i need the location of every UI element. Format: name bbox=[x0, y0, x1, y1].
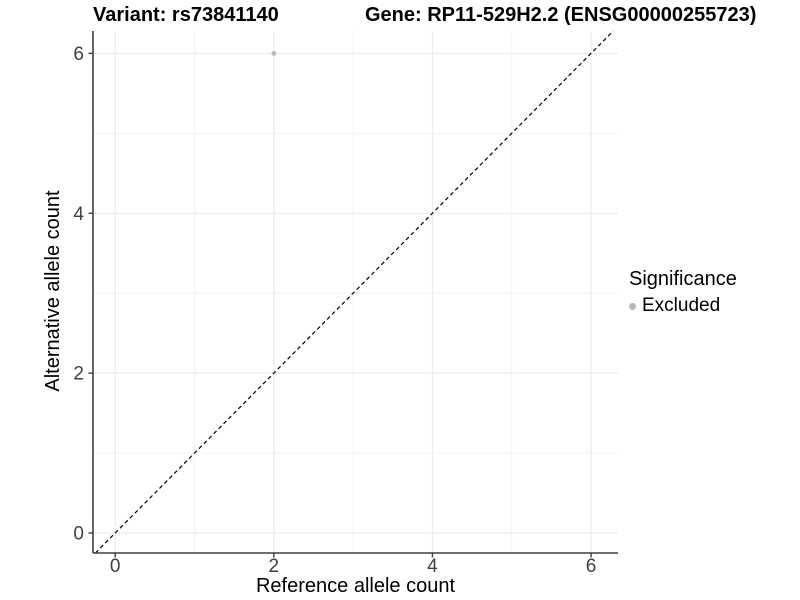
legend: Significance Excluded bbox=[629, 268, 737, 317]
x-tick-label: 4 bbox=[427, 556, 438, 577]
legend-entry-excluded: Excluded bbox=[629, 295, 737, 317]
variant-title: Variant: rs73841140 bbox=[93, 4, 279, 26]
gene-title: Gene: RP11-529H2.2 (ENSG00000255723) bbox=[365, 4, 757, 26]
y-axis-title: Alternative allele count bbox=[42, 190, 64, 392]
x-axis-title: Reference allele count bbox=[255, 575, 455, 597]
y-tick-label: 0 bbox=[73, 524, 84, 545]
y-tick-label: 6 bbox=[73, 44, 84, 65]
x-tick-label: 6 bbox=[586, 556, 597, 577]
x-tick-label: 2 bbox=[269, 556, 280, 577]
x-tick-label: 0 bbox=[110, 556, 121, 577]
y-tick-label: 2 bbox=[73, 364, 84, 385]
excluded-marker-icon bbox=[629, 302, 636, 310]
y-tick-label: 4 bbox=[73, 204, 84, 225]
legend-entry-label: Excluded bbox=[642, 295, 721, 316]
data-point bbox=[271, 50, 277, 56]
identity-dashed-line bbox=[94, 30, 614, 554]
legend-title: Significance bbox=[629, 268, 737, 290]
